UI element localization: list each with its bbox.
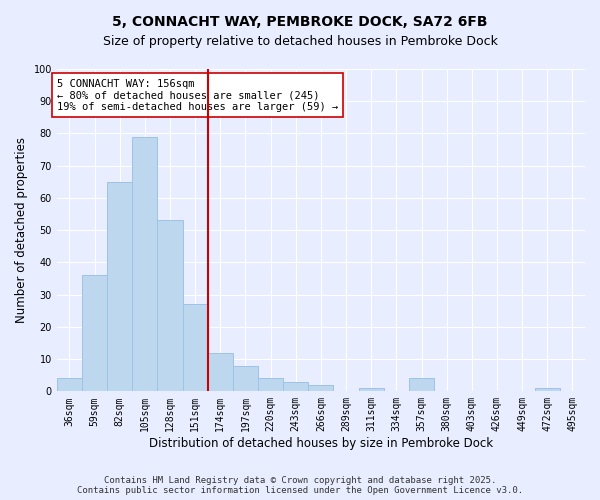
Bar [409, 378, 434, 392]
Bar [258, 378, 283, 392]
Bar [283, 382, 308, 392]
Text: Size of property relative to detached houses in Pembroke Dock: Size of property relative to detached ho… [103, 35, 497, 48]
Bar [535, 388, 560, 392]
Bar [233, 366, 258, 392]
Text: 5, CONNACHT WAY, PEMBROKE DOCK, SA72 6FB: 5, CONNACHT WAY, PEMBROKE DOCK, SA72 6FB [112, 15, 488, 29]
Bar [157, 220, 182, 392]
Bar [82, 276, 107, 392]
Bar [132, 136, 157, 392]
Text: 5 CONNACHT WAY: 156sqm
← 80% of detached houses are smaller (245)
19% of semi-de: 5 CONNACHT WAY: 156sqm ← 80% of detached… [57, 78, 338, 112]
Bar [208, 352, 233, 392]
Y-axis label: Number of detached properties: Number of detached properties [15, 137, 28, 323]
Bar [57, 378, 82, 392]
Bar [308, 385, 334, 392]
Bar [359, 388, 384, 392]
X-axis label: Distribution of detached houses by size in Pembroke Dock: Distribution of detached houses by size … [149, 437, 493, 450]
Text: Contains HM Land Registry data © Crown copyright and database right 2025.
Contai: Contains HM Land Registry data © Crown c… [77, 476, 523, 495]
Bar [182, 304, 208, 392]
Bar [107, 182, 132, 392]
